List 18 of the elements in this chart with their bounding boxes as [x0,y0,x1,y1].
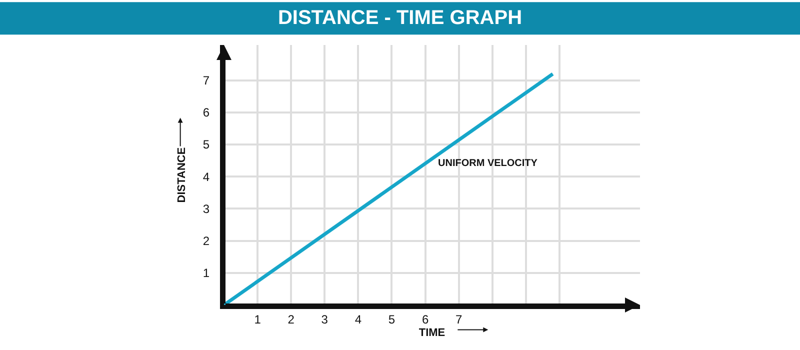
y-tick-label: 5 [202,138,210,152]
y-axis-title: DISTANCE [176,147,188,203]
x-tick-label: 3 [321,312,328,326]
x-tick-label: 2 [288,312,295,326]
annotation: UNIFORM VELOCITY [438,158,538,169]
x-tick-label: 5 [388,312,396,326]
x-tick-label: 1 [254,312,262,326]
y-tick-label: 3 [202,202,210,216]
x-axis-title: TIME [418,327,446,340]
x-tick-label: 7 [455,312,462,326]
y-tick-label: 4 [202,170,210,184]
chart-title: DISTANCE - TIME GRAPH [278,7,522,30]
y-tick-label: 2 [202,234,210,248]
y-tick-label: 7 [202,74,210,88]
x-tick-label: 4 [354,312,362,326]
x-tick-label: 6 [422,312,429,326]
y-tick-label: 6 [202,106,210,120]
y-tick-label: 1 [202,266,210,280]
